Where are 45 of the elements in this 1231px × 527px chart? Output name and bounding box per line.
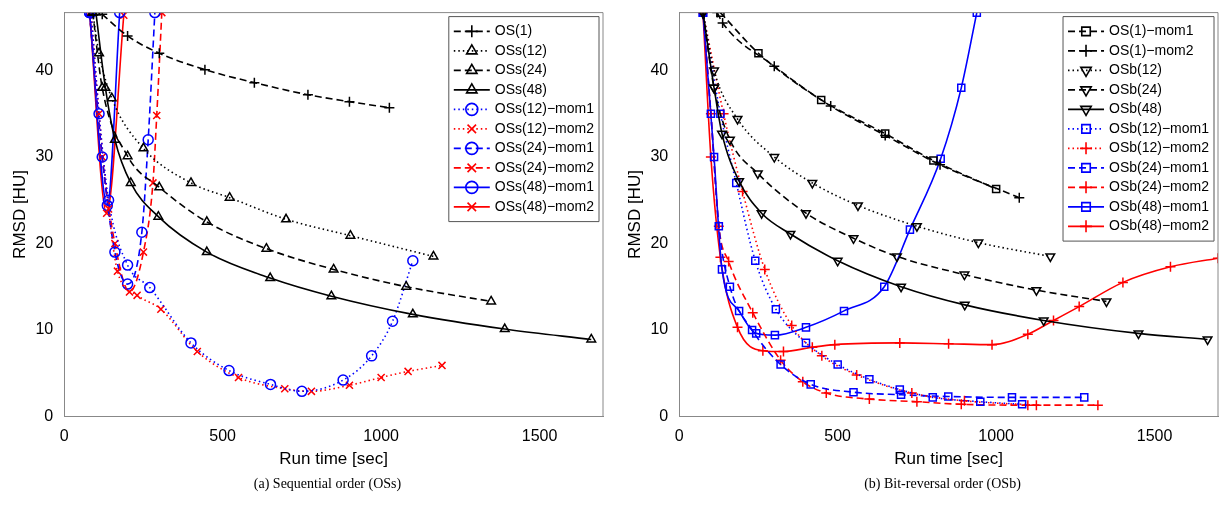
legend-label: OS(1)−mom2 xyxy=(1109,41,1194,58)
text: (b) Bit-reversal order (OSb) xyxy=(863,476,1022,492)
x-axis-title: Run time [sec] xyxy=(279,449,388,469)
y-tick-label: 10 xyxy=(35,320,54,338)
y-axis-title: RMSD [HU] xyxy=(9,170,29,259)
legend-label: OSb(12) xyxy=(1109,61,1162,78)
legend-label: OS(1) xyxy=(494,22,533,39)
legend-label: OSb(24)−mom2 xyxy=(1109,178,1210,195)
x-tick-label: 1000 xyxy=(363,427,400,445)
y-tick-label: 0 xyxy=(659,406,669,424)
y-tick-label: 30 xyxy=(35,147,54,165)
legend-label: OSs(12)−mom2 xyxy=(494,119,595,136)
y-tick-label: 10 xyxy=(650,320,669,338)
x-tick-label: 1000 xyxy=(978,427,1015,445)
y-tick-label: 40 xyxy=(650,60,669,78)
legend-label: OSs(24) xyxy=(494,61,547,78)
legend-label: OSs(12) xyxy=(494,41,547,58)
legend-label: OSb(48) xyxy=(1109,100,1162,117)
legend-label: OSb(24)−mom1 xyxy=(1109,158,1210,175)
y-tick-label: 20 xyxy=(35,233,54,251)
legend-label: OSb(48)−mom1 xyxy=(1109,197,1210,214)
y-axis-title: RMSD [HU] xyxy=(624,170,644,259)
y-tick-label: 0 xyxy=(44,406,54,424)
legend-label: OSs(48)−mom2 xyxy=(494,197,595,214)
legend-label: OSs(24)−mom1 xyxy=(494,139,595,156)
y-tick-label: 20 xyxy=(650,233,669,251)
legend-label: OSs(24)−mom2 xyxy=(494,158,595,175)
x-tick-label: 0 xyxy=(59,427,69,445)
text: (a) Sequential order (OSs) xyxy=(252,476,403,492)
legend-label: OS(1)−mom1 xyxy=(1109,22,1194,39)
x-tick-label: 500 xyxy=(209,427,237,445)
x-tick-label: 500 xyxy=(824,427,852,445)
legend-label: OSb(24) xyxy=(1109,80,1162,97)
y-tick-label: 40 xyxy=(35,60,54,78)
legend-label: OSb(12)−mom1 xyxy=(1109,119,1210,136)
legend-label: OSb(12)−mom2 xyxy=(1109,139,1210,156)
x-axis-title: Run time [sec] xyxy=(894,449,1003,469)
legend-label: OSb(48)−mom2 xyxy=(1109,217,1210,234)
legend-label: OSs(12)−mom1 xyxy=(494,100,595,117)
x-tick-label: 1500 xyxy=(1136,427,1173,445)
y-tick-label: 30 xyxy=(650,147,669,165)
legend-label: OSs(48) xyxy=(494,80,547,97)
x-tick-label: 1500 xyxy=(521,427,558,445)
legend-label: OSs(48)−mom1 xyxy=(494,178,595,195)
x-tick-label: 0 xyxy=(674,427,684,445)
